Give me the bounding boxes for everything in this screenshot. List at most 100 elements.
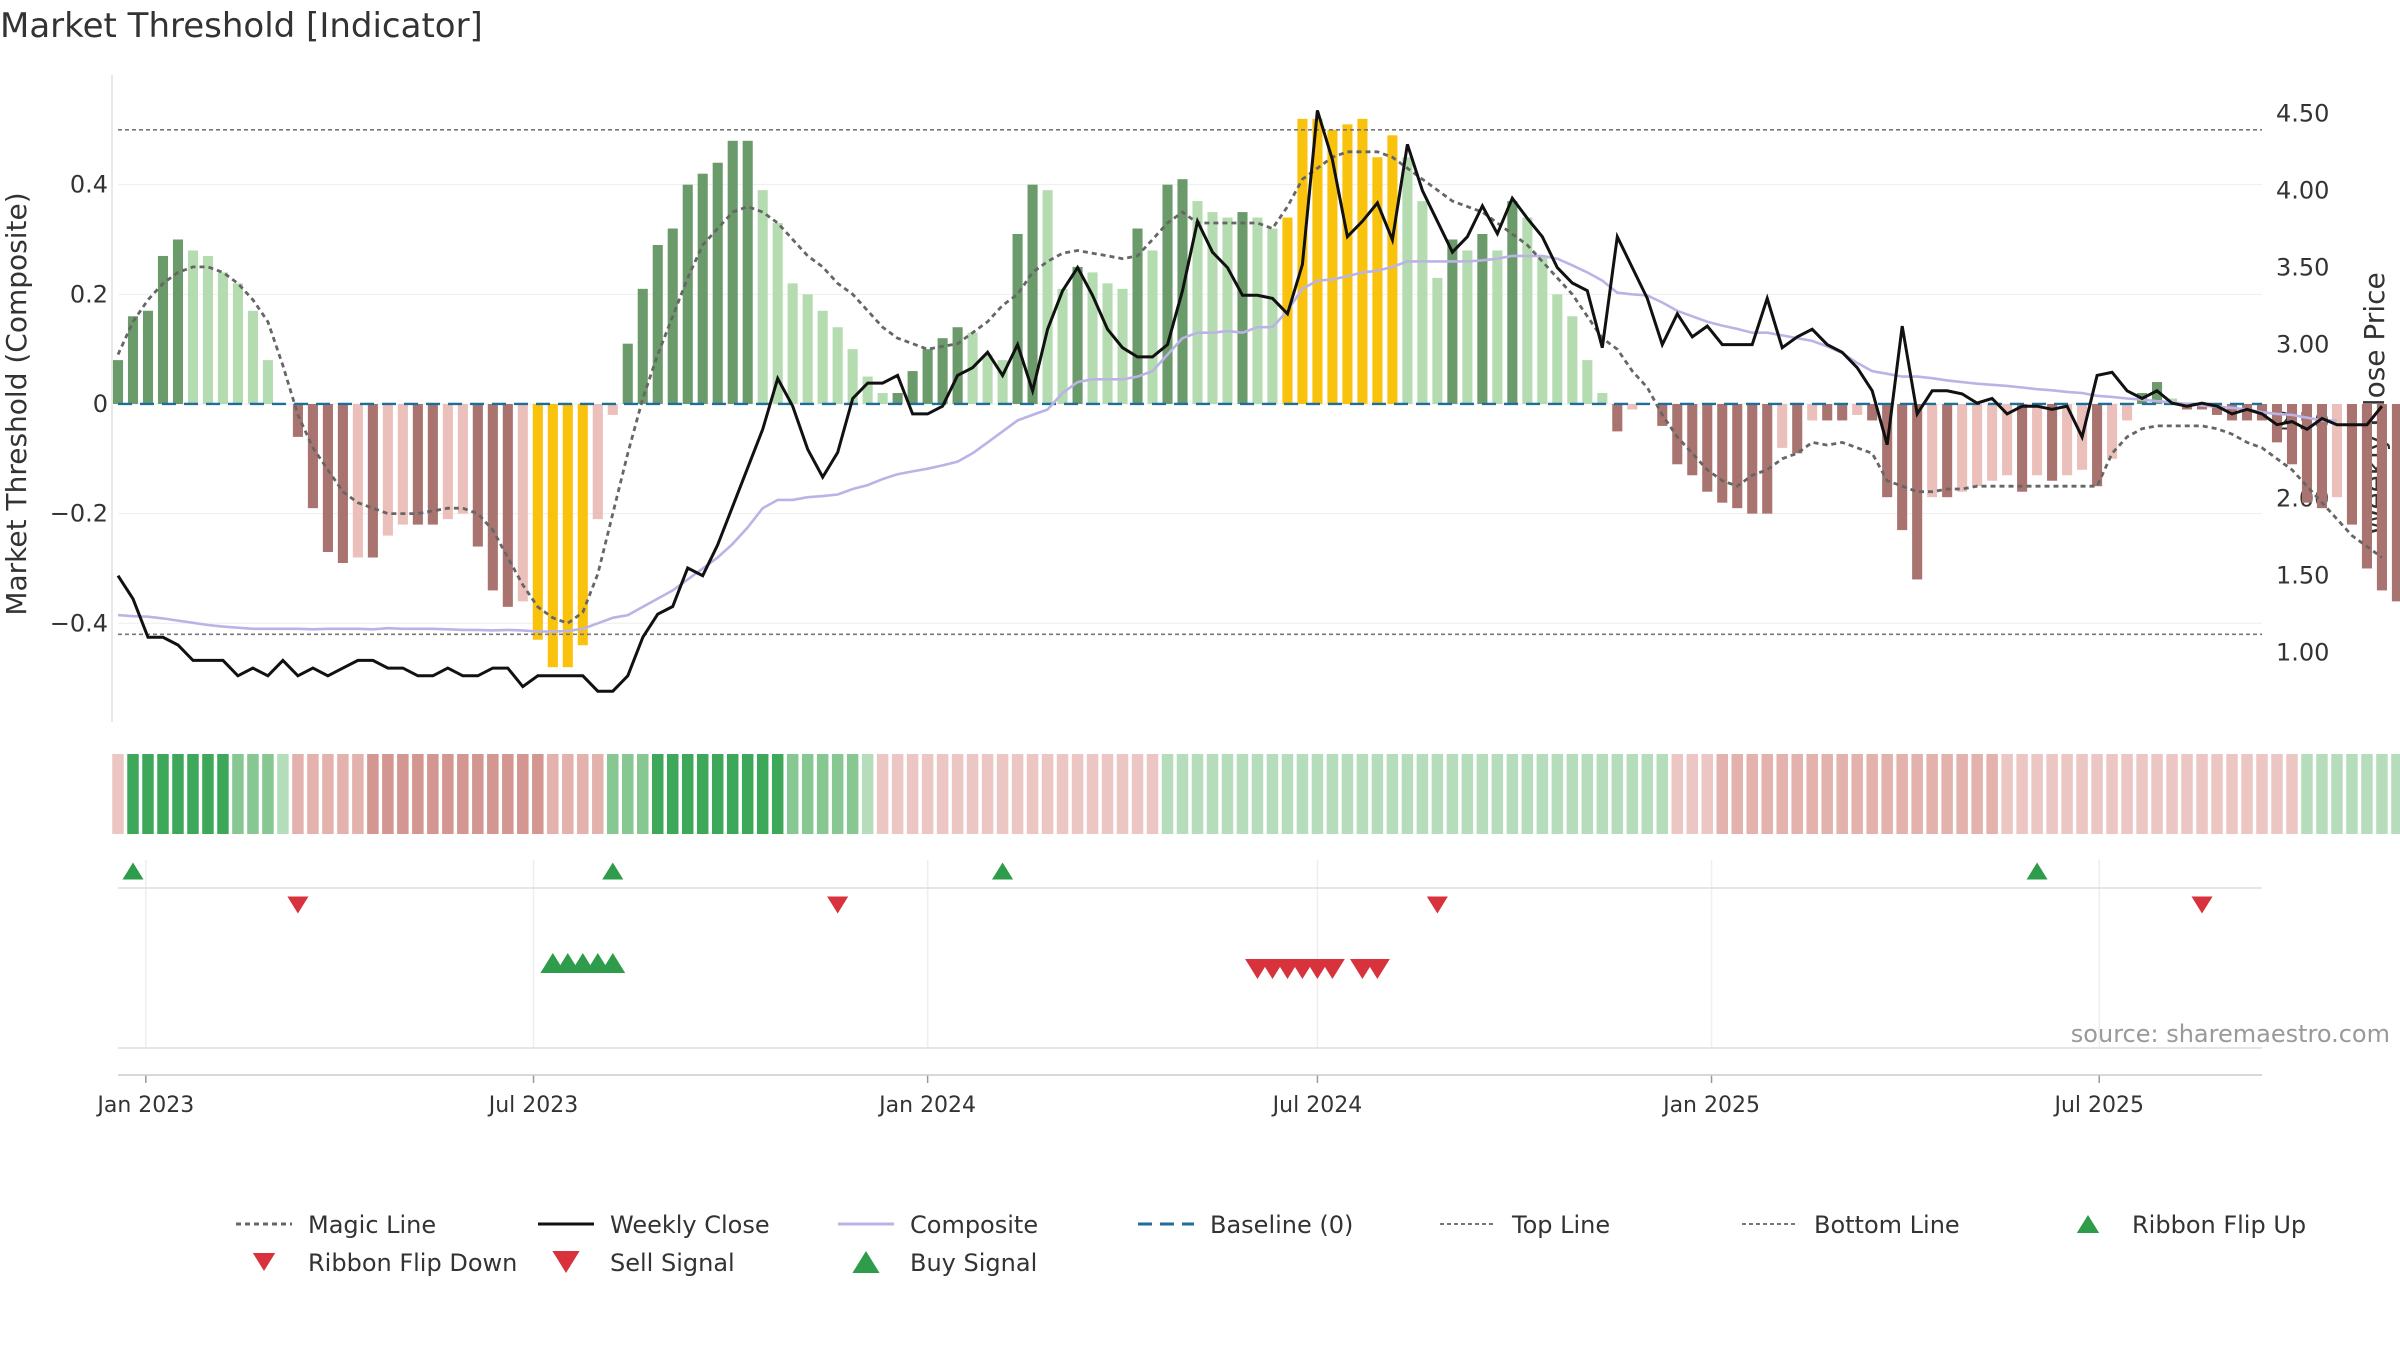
- ribbon-segment: [2091, 754, 2103, 834]
- ribbon-segment: [187, 754, 199, 834]
- composite-bar: [232, 283, 243, 404]
- composite-bar: [1597, 393, 1608, 404]
- ribbon-segment: [1026, 754, 1039, 834]
- composite-bar: [1867, 403, 1878, 421]
- composite-bar: [1102, 283, 1113, 404]
- ribbon-segment: [1551, 754, 1564, 834]
- y-right-tick-label: 1.50: [2276, 562, 2329, 590]
- ribbon-segment: [367, 754, 379, 834]
- ribbon-segment: [517, 754, 529, 834]
- ribbon-segment: [1491, 754, 1504, 834]
- ribbon-segment: [741, 754, 754, 834]
- ribbon-flip-down-marker: [2191, 896, 2213, 914]
- ribbon-segment: [1131, 754, 1144, 834]
- ribbon-segment: [2376, 754, 2388, 834]
- composite-bar: [922, 349, 933, 404]
- ribbon-segment: [891, 754, 904, 834]
- legend-label: Magic Line: [308, 1211, 436, 1239]
- legend-item-sell: Sell Signal: [552, 1249, 735, 1277]
- ribbon-segment: [846, 754, 859, 834]
- ribbon-segment: [2001, 754, 2013, 834]
- y-axis-left-label: Market Threshold (Composite): [0, 192, 33, 615]
- ribbon-segment: [1731, 754, 1743, 834]
- ribbon-segment: [1536, 754, 1549, 834]
- ribbon-segment: [1716, 754, 1728, 834]
- ribbon-segment: [472, 754, 484, 834]
- composite-bar: [1147, 250, 1158, 404]
- ribbon-segment: [2256, 754, 2268, 834]
- x-tick-label: Jul 2024: [1271, 1093, 1363, 1118]
- ribbon-segment: [1011, 754, 1024, 834]
- ribbon-segment: [1236, 754, 1249, 834]
- composite-bar: [1402, 157, 1413, 404]
- ribbon-segment: [876, 754, 889, 834]
- composite-bar: [712, 162, 723, 404]
- composite-bar: [1807, 403, 1818, 421]
- ribbon-segment: [1851, 754, 1863, 834]
- ribbon-segment: [2271, 754, 2283, 834]
- composite-bar: [247, 310, 258, 404]
- composite-bar: [742, 140, 753, 404]
- legend-item-close: Weekly Close: [538, 1211, 770, 1239]
- ribbon-segment: [2151, 754, 2163, 834]
- composite-bar: [412, 403, 423, 525]
- composite-bar: [2301, 403, 2313, 503]
- ribbon-segment: [1251, 754, 1264, 834]
- composite-bar: [367, 403, 378, 558]
- composite-bar: [1327, 129, 1338, 404]
- ribbon-segment: [1221, 754, 1234, 834]
- weekly-close-line: [116, 109, 2384, 693]
- legend-item-composite: Composite: [838, 1211, 1038, 1239]
- ribbon-segment: [547, 754, 559, 834]
- ribbon-segment: [2316, 754, 2328, 834]
- source-note: source: sharemaestro.com: [2071, 1020, 2390, 1048]
- composite-bar: [2047, 403, 2058, 481]
- composite-bar: [1567, 316, 1578, 404]
- ribbon-segment: [981, 754, 994, 834]
- ribbon-segment: [1776, 754, 1788, 834]
- composite-bar: [637, 288, 648, 404]
- composite-bar: [1897, 403, 1908, 531]
- ribbon-segment: [1116, 754, 1129, 834]
- ribbon-segment: [127, 754, 139, 834]
- ribbon-segment: [202, 754, 214, 834]
- composite-bar: [1672, 403, 1683, 465]
- y-left-tick-label: 0.4: [70, 171, 108, 199]
- composite-bar: [457, 403, 468, 514]
- legend-swatch: [552, 1251, 580, 1273]
- composite-bar: [787, 283, 798, 404]
- ribbon-segment: [2286, 754, 2298, 834]
- ribbon-segment: [2046, 754, 2058, 834]
- ribbon-segment: [1191, 754, 1204, 834]
- ribbon-segment: [1896, 754, 1908, 834]
- composite-bar: [1882, 403, 1893, 498]
- ribbon-segment: [412, 754, 424, 834]
- composite-bar: [907, 371, 918, 404]
- trend-ribbon: [112, 754, 2400, 834]
- composite-bar: [2361, 403, 2372, 569]
- ribbon-segment: [1296, 754, 1309, 834]
- ribbon-segment: [1086, 754, 1099, 834]
- ribbon-segment: [1956, 754, 1968, 834]
- ribbon-segment: [2121, 754, 2133, 834]
- ribbon-segment: [172, 754, 184, 834]
- ribbon-flip-down-marker: [287, 896, 309, 914]
- composite-bar: [547, 403, 558, 668]
- ribbon-segment: [1446, 754, 1459, 834]
- ribbon-segment: [1506, 754, 1519, 834]
- composite-bar: [1912, 403, 1923, 580]
- sell-signal-marker: [1320, 959, 1345, 979]
- ribbon-segment: [831, 754, 844, 834]
- composite-bar: [562, 403, 573, 668]
- ribbon-segment: [247, 754, 259, 834]
- y-left-tick-label: −0.4: [50, 609, 108, 637]
- composite-bar: [1087, 272, 1098, 404]
- composite-bar: [1072, 266, 1083, 404]
- ribbon-segment: [1581, 754, 1594, 834]
- ribbon-segment: [1161, 754, 1174, 834]
- composite-bar: [472, 403, 483, 547]
- composite-bar: [2211, 403, 2223, 415]
- ribbon-segment: [1341, 754, 1354, 834]
- ribbon-segment: [2136, 754, 2148, 834]
